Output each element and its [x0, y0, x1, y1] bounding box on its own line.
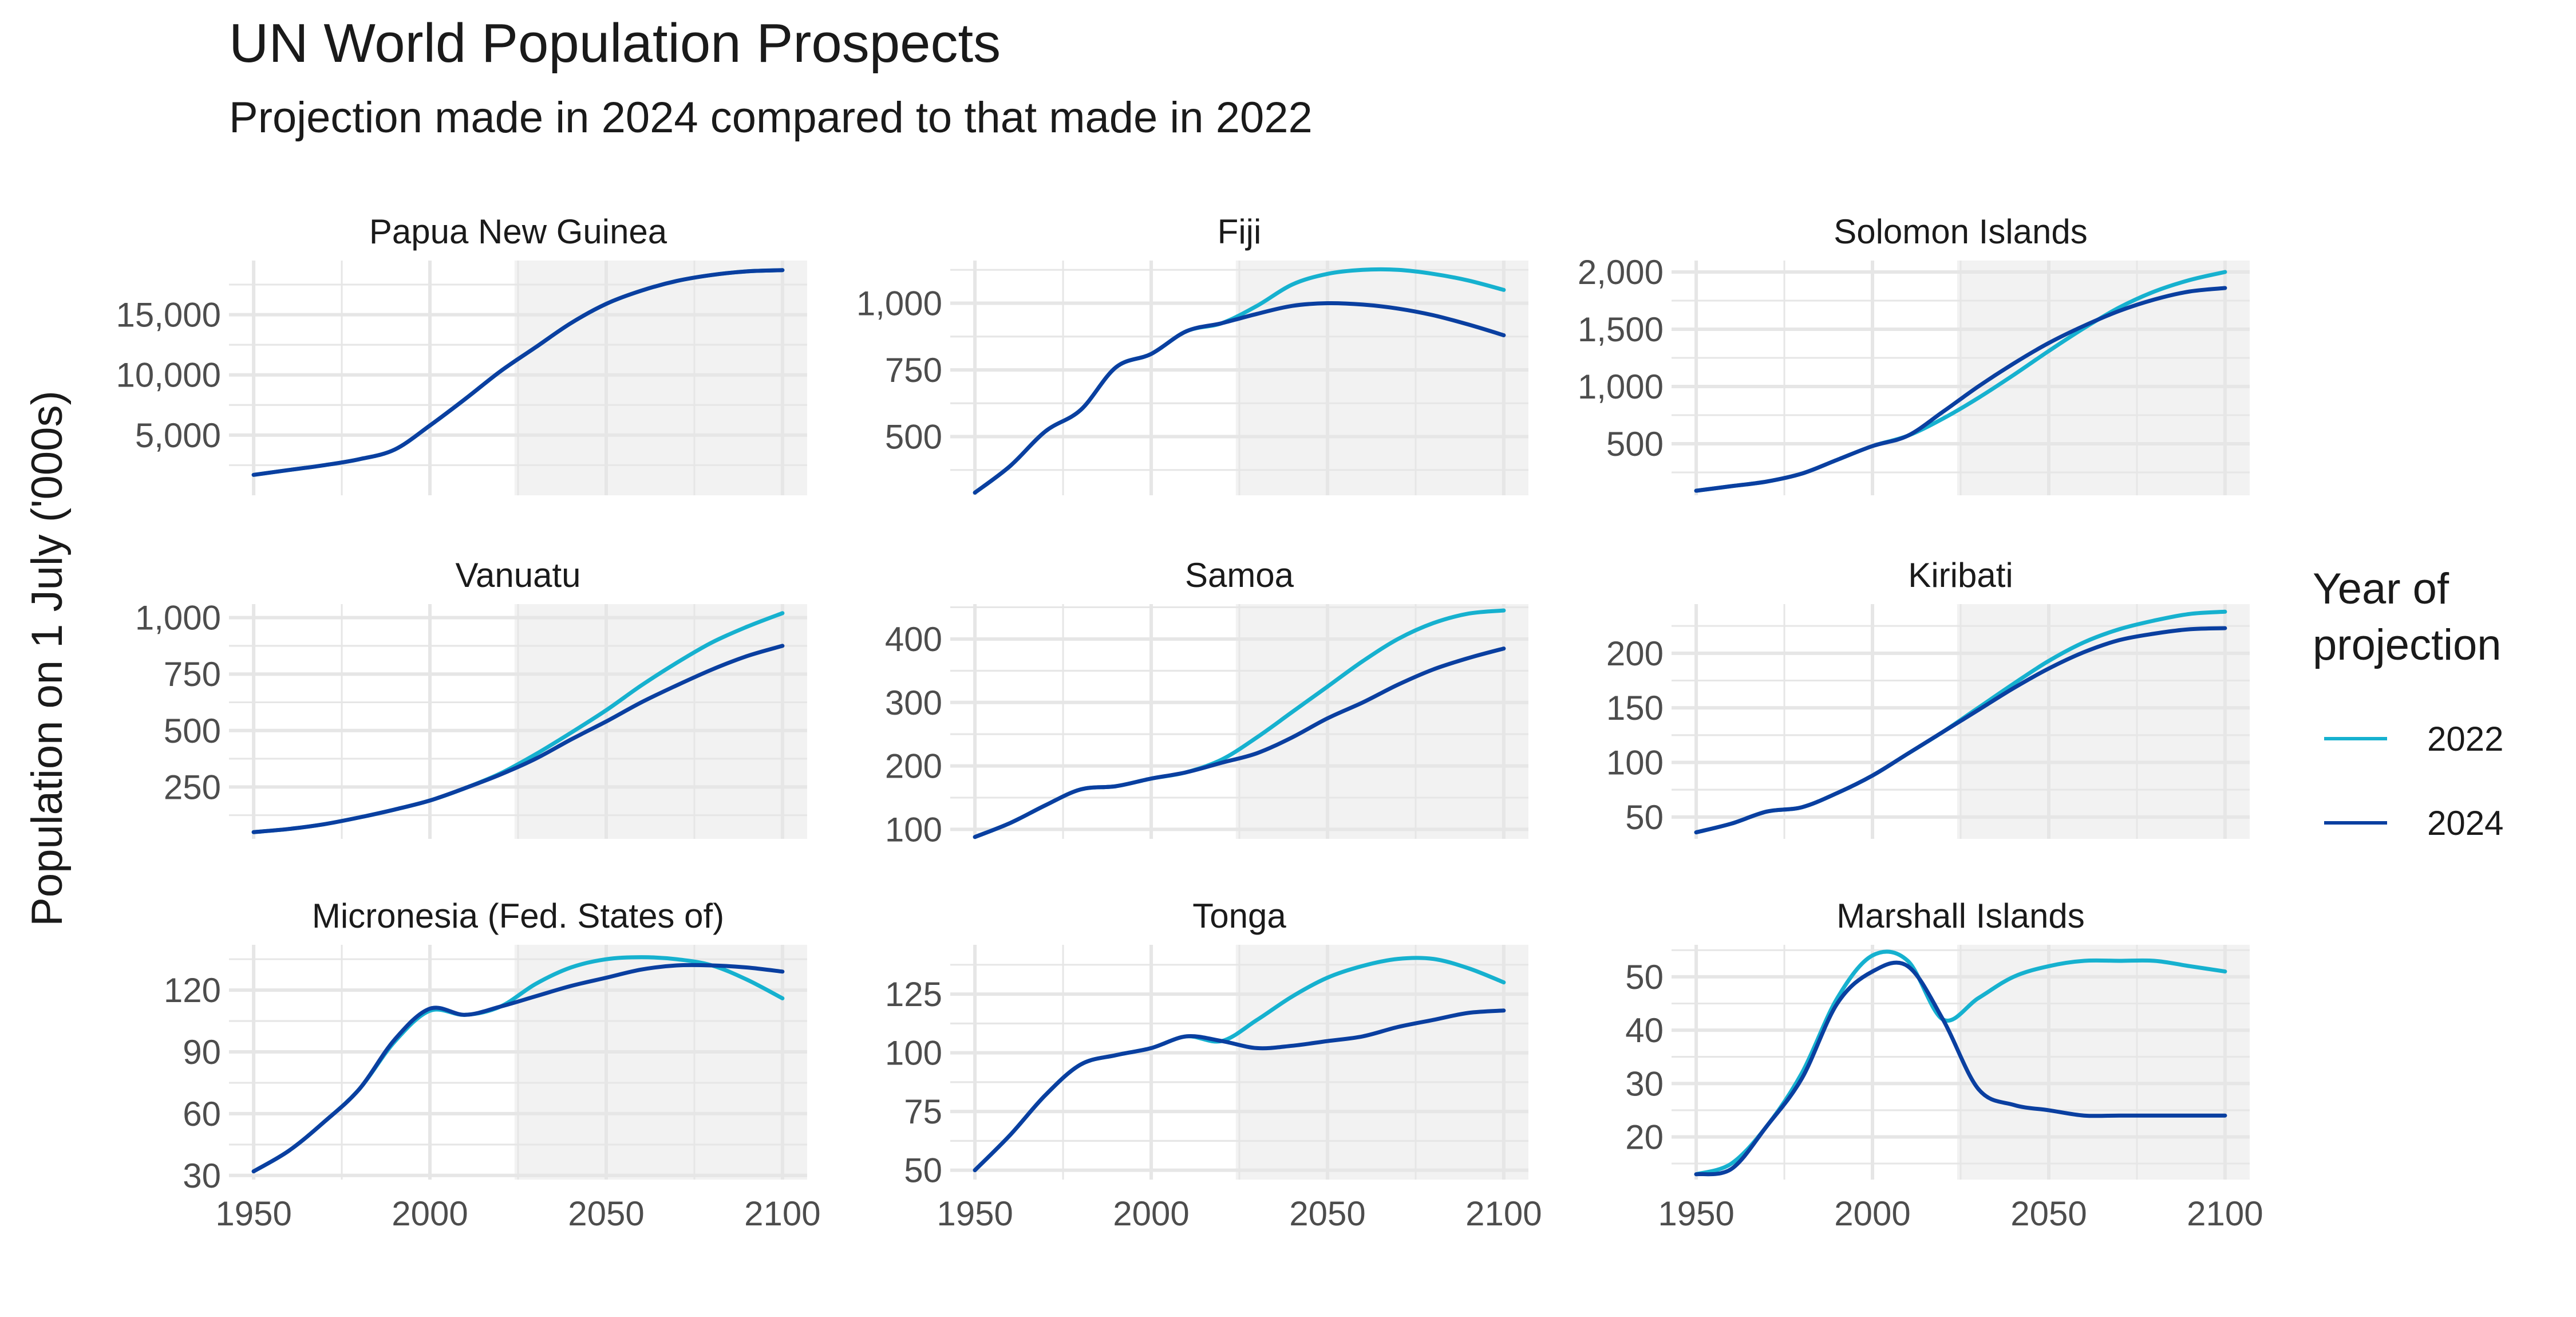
legend-label-2022: 2022 — [2427, 719, 2504, 758]
panel-title: Solomon Islands — [1834, 212, 2088, 251]
y-tick-label: 20 — [1625, 1118, 1664, 1156]
panel-marshall-islands: Marshall Islands 20 30 40 50 1950 2000 2050 2100 — [1625, 897, 2263, 1233]
y-tick-label: 1,500 — [1578, 310, 1664, 349]
x-tick-label: 1950 — [937, 1194, 1013, 1233]
panel-micronesia-fed-states-of: Micronesia (Fed. States of) 30 60 90 120 1950… — [164, 897, 821, 1233]
panel-title: Vanuatu — [455, 556, 580, 594]
x-tick-label: 2000 — [1113, 1194, 1189, 1233]
y-tick-label: 500 — [164, 712, 221, 750]
series-line-2024 — [973, 646, 1506, 839]
y-tick-label: 30 — [183, 1157, 221, 1195]
panel-solomon-islands: Solomon Islands 500 1,000 1,500 2,000 — [1578, 212, 2250, 495]
series-line-2024 — [973, 1008, 1506, 1173]
panel-vanuatu: Vanuatu 250 500 750 1,000 — [135, 556, 807, 839]
y-tick-label: 750 — [164, 655, 221, 693]
y-tick-label: 100 — [885, 1034, 942, 1072]
panel-samoa: Samoa 100 200 300 400 — [885, 556, 1528, 849]
y-tick-label: 400 — [885, 620, 942, 658]
panel-title: Papua New Guinea — [369, 212, 667, 251]
y-tick-label: 50 — [1625, 798, 1664, 837]
y-tick-label: 1,000 — [135, 599, 221, 637]
projection-period-shade — [1235, 261, 1528, 495]
y-tick-label: 200 — [885, 747, 942, 786]
panel-kiribati: Kiribati 50 100 150 200 — [1606, 556, 2250, 839]
panel-title: Tonga — [1192, 897, 1286, 935]
x-tick-label: 2100 — [2187, 1194, 2263, 1233]
x-tick-label: 2050 — [2010, 1194, 2087, 1233]
y-tick-label: 250 — [164, 768, 221, 806]
panel-fiji: Fiji 500 750 1,000 — [856, 212, 1528, 495]
panel-tonga: Tonga 50 75 100 125 1950 2000 2050 2100 — [885, 897, 1542, 1233]
panel-papua-new-guinea: Papua New Guinea 5,000 10,000 15,000 — [116, 212, 807, 495]
series-line-2024 — [1694, 960, 2227, 1177]
y-tick-label: 300 — [885, 684, 942, 722]
y-axis-title: Population on 1 July ('000s) — [23, 391, 72, 926]
projection-period-shade — [514, 604, 807, 839]
legend-item-2024: 2024 — [2324, 800, 2503, 846]
panel-title: Micronesia (Fed. States of) — [312, 897, 724, 935]
projection-period-shade — [514, 261, 807, 495]
legend-title: Year of projection — [2313, 565, 2502, 669]
projection-period-shade — [1957, 261, 2250, 495]
y-tick-label: 100 — [1606, 744, 1664, 782]
y-tick-label: 50 — [904, 1152, 942, 1190]
y-tick-label: 1,000 — [1578, 368, 1664, 406]
legend-key-2022 — [2324, 737, 2387, 740]
y-tick-label: 5,000 — [135, 416, 221, 455]
panel-title: Samoa — [1185, 556, 1294, 594]
projection-period-shade — [1235, 945, 1528, 1180]
x-tick-label: 2000 — [1834, 1194, 1910, 1233]
legend-key-2024 — [2324, 821, 2387, 825]
series-line-2024 — [251, 644, 785, 834]
x-tick-label: 2100 — [1465, 1194, 1542, 1233]
x-tick-label: 2050 — [568, 1194, 644, 1233]
series-line-2024 — [973, 301, 1506, 495]
series-line-2024 — [251, 268, 785, 477]
y-tick-label: 60 — [183, 1095, 221, 1133]
x-tick-label: 2050 — [1289, 1194, 1365, 1233]
y-tick-label: 15,000 — [116, 296, 221, 334]
x-tick-label: 2100 — [744, 1194, 820, 1233]
series-line-2024 — [1694, 626, 2227, 835]
panel-title: Kiribati — [1908, 556, 2013, 594]
y-tick-label: 30 — [1625, 1064, 1664, 1103]
projection-period-shade — [1957, 945, 2250, 1180]
projection-period-shade — [1235, 604, 1528, 839]
y-tick-label: 40 — [1625, 1011, 1664, 1050]
y-tick-label: 125 — [885, 975, 942, 1014]
legend-label-2024: 2024 — [2427, 803, 2504, 842]
x-tick-label: 1950 — [215, 1194, 291, 1233]
panel-title: Fiji — [1218, 212, 1262, 251]
series-line-2024 — [1694, 286, 2227, 493]
chart-title: UN World Population Prospects — [229, 13, 1001, 74]
y-tick-label: 75 — [904, 1093, 942, 1131]
projection-period-shade — [1957, 604, 2250, 839]
series-line-2024 — [251, 963, 785, 1174]
y-tick-label: 50 — [1625, 958, 1664, 996]
y-tick-label: 750 — [885, 351, 942, 389]
y-tick-label: 100 — [885, 810, 942, 849]
x-tick-label: 2000 — [392, 1194, 468, 1233]
y-tick-label: 120 — [164, 971, 221, 1010]
y-tick-label: 500 — [1606, 425, 1664, 463]
y-tick-label: 500 — [885, 418, 942, 456]
y-tick-label: 2,000 — [1578, 253, 1664, 291]
legend-item-2022: 2022 — [2324, 716, 2503, 762]
y-tick-label: 10,000 — [116, 356, 221, 395]
y-tick-label: 90 — [183, 1033, 221, 1071]
x-tick-label: 1950 — [1658, 1194, 1734, 1233]
y-tick-label: 1,000 — [856, 285, 942, 323]
panel-title: Marshall Islands — [1836, 897, 2085, 935]
y-tick-label: 150 — [1606, 689, 1664, 727]
chart-subtitle: Projection made in 2024 compared to that… — [229, 93, 1313, 142]
y-tick-label: 200 — [1606, 634, 1664, 673]
